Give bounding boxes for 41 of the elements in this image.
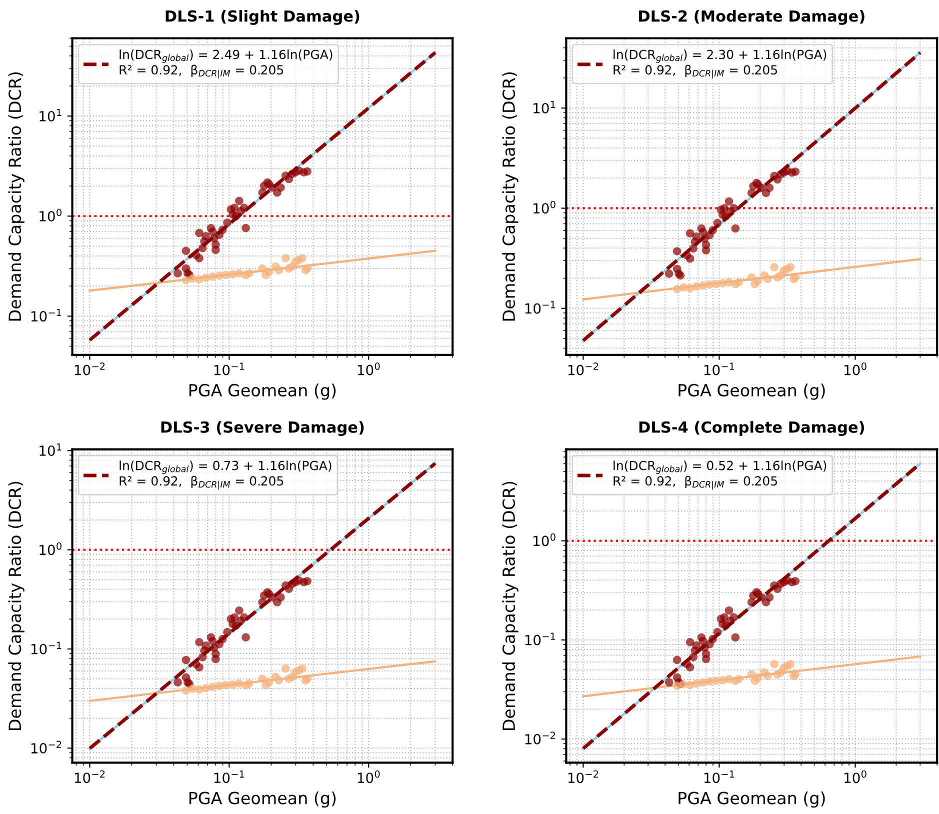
x-tick-label: 10$^{0}$ (844, 362, 866, 376)
y-tick-label: 10$^{0}$ (534, 200, 556, 214)
x-tick-label: 10$^{−2}$ (568, 770, 598, 784)
x-tick-label: 10$^{−1}$ (704, 362, 734, 376)
legend-label: ln(DCR$_{global}$) = 0.73 + 1.16ln(PGA) R² = 0.92, β$_{DCR|IM}$ = 0.205 (120, 460, 332, 490)
x-axis-title: PGA Geomean (g) (678, 384, 825, 400)
legend-label: ln(DCR$_{global}$) = 0.52 + 1.16ln(PGA) R² = 0.92, β$_{DCR|IM}$ = 0.205 (614, 460, 826, 490)
x-axis-title: PGA Geomean (g) (678, 791, 825, 808)
y-tick-label: 10$^{0}$ (40, 542, 62, 556)
y-axis-title: Demand Capacity Ratio (DCR) (502, 482, 518, 730)
x-tick-label: 10$^{0}$ (844, 770, 866, 784)
y-axis-title: Demand Capacity Ratio (DCR) (502, 72, 518, 321)
x-axis-title: PGA Geomean (g) (189, 791, 336, 808)
y-tick-label: 10$^{−1}$ (525, 301, 556, 314)
y-tick-label: 10$^{−1}$ (525, 632, 556, 646)
x-tick-label: 10$^{−2}$ (74, 362, 105, 376)
chart-title: DLS-4 (Complete Damage) (639, 421, 864, 436)
x-axis-title: PGA Geomean (g) (189, 384, 336, 400)
x-tick-label: 10$^{−1}$ (214, 362, 244, 376)
x-tick-label: 10$^{0}$ (358, 362, 380, 376)
y-tick-label: 10$^{−1}$ (31, 308, 62, 322)
y-tick-label: 10$^{−1}$ (31, 642, 62, 654)
y-tick-label: 10$^{0}$ (534, 533, 556, 546)
x-tick-label: 10$^{−1}$ (214, 770, 244, 784)
legend-label: ln(DCR$_{global}$) = 2.30 + 1.16ln(PGA) R² = 0.92, β$_{DCR|IM}$ = 0.205 (614, 50, 826, 78)
y-tick-label: 10$^{−2}$ (525, 732, 556, 744)
legend-label: ln(DCR$_{global}$) = 2.49 + 1.16ln(PGA) R² = 0.92, β$_{DCR|IM}$ = 0.205 (120, 50, 332, 78)
chart-title: DLS-1 (Slight Damage) (166, 10, 360, 25)
y-tick-label: 10$^{1}$ (40, 108, 62, 122)
y-tick-label: 10$^{1}$ (40, 443, 62, 456)
chart-title: DLS-2 (Moderate Damage) (639, 10, 864, 25)
x-tick-label: 10$^{−2}$ (74, 770, 105, 784)
y-tick-label: 10$^{−2}$ (31, 740, 62, 754)
y-axis-title: Demand Capacity Ratio (DCR) (8, 482, 24, 730)
y-axis-title: Demand Capacity Ratio (DCR) (8, 72, 24, 321)
x-tick-label: 10$^{−2}$ (568, 362, 598, 376)
chart-title: DLS-3 (Severe Damage) (161, 421, 364, 436)
y-tick-label: 10$^{1}$ (534, 100, 556, 114)
x-tick-label: 10$^{0}$ (358, 770, 380, 784)
y-tick-label: 10$^{0}$ (40, 208, 62, 222)
x-tick-label: 10$^{−1}$ (704, 770, 734, 784)
